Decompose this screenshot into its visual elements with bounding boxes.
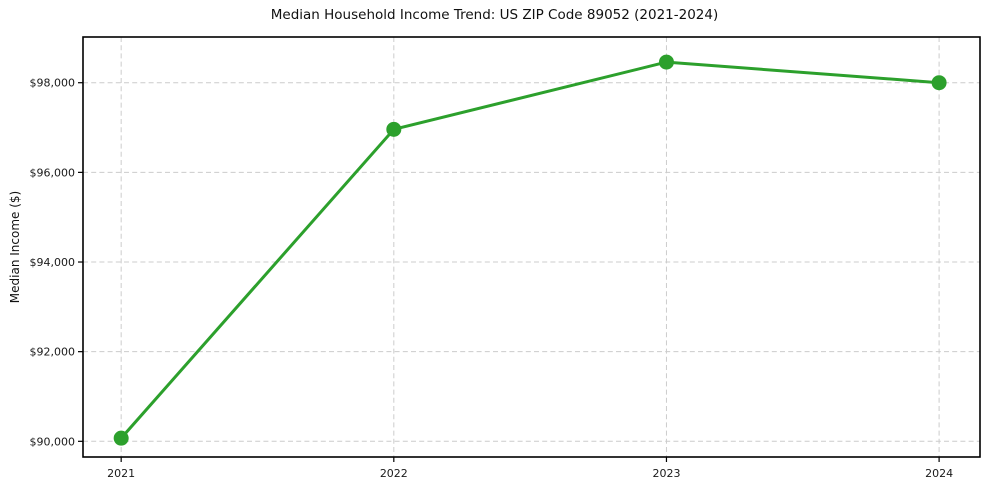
y-tick-label: $92,000 (30, 346, 76, 359)
data-point-2021 (113, 430, 129, 446)
x-tick-label: 2023 (652, 467, 680, 480)
data-point-2022 (386, 121, 402, 137)
data-point-2023 (658, 54, 674, 70)
y-tick-label: $96,000 (30, 166, 76, 179)
y-tick-label: $98,000 (30, 77, 76, 90)
x-tick-label: 2021 (107, 467, 135, 480)
plot-border (82, 36, 981, 458)
x-tick-label: 2024 (925, 467, 953, 480)
x-tick-label: 2022 (380, 467, 408, 480)
chart-title: Median Household Income Trend: US ZIP Co… (270, 7, 719, 23)
y-tick-label: $94,000 (30, 256, 76, 269)
y-tick-label: $90,000 (30, 435, 76, 448)
data-point-2024 (931, 75, 947, 91)
trend-line (119, 60, 941, 440)
